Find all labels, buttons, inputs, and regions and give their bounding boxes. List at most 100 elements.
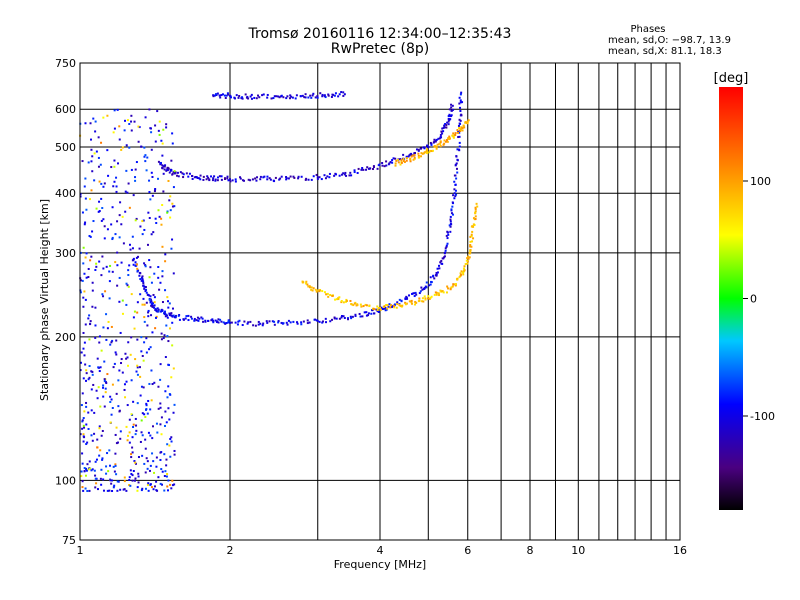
data-point [94,460,97,463]
data-point [108,449,111,452]
data-point [435,273,438,276]
data-point [443,251,446,254]
data-point [376,308,379,311]
data-point [385,304,388,307]
data-point [111,406,114,409]
data-point [103,182,106,185]
data-point [103,405,106,408]
data-point [437,137,440,140]
data-point [172,171,175,174]
data-point [450,103,453,106]
data-point [147,311,150,314]
data-point [323,94,326,97]
data-point [107,174,110,177]
data-point [118,214,121,217]
data-point [127,341,130,344]
data-point [157,177,160,180]
data-point [84,298,87,301]
data-point [402,160,405,163]
data-point [97,210,100,213]
data-point [307,178,310,181]
data-point [338,296,341,299]
data-point [160,338,163,341]
data-point [173,172,176,175]
data-point [170,312,173,315]
data-point [80,475,83,478]
data-point [138,366,141,369]
data-point [324,177,327,180]
data-point [334,92,337,95]
data-point [118,369,121,372]
data-point [405,302,408,305]
data-point [79,195,82,198]
data-point [90,189,93,192]
data-point [253,96,256,99]
data-point [379,306,381,309]
data-point [428,284,431,287]
data-point [171,479,174,482]
data-point [323,291,326,294]
data-point [444,247,447,250]
data-point [131,474,134,477]
data-point [239,176,242,179]
data-point [176,171,179,174]
data-point [448,113,451,116]
data-point [149,408,152,411]
data-point [466,262,469,265]
data-point [417,154,420,157]
data-point [111,383,114,386]
data-point [128,122,131,125]
data-point [167,300,170,303]
data-point [199,174,202,177]
data-point [261,94,264,97]
data-point [474,208,477,211]
data-point [94,477,97,480]
data-point [454,133,457,136]
data-point [111,238,114,241]
data-point [367,314,370,317]
data-point [106,327,109,330]
data-point [224,96,227,99]
data-point [102,489,105,492]
data-point [132,400,135,403]
data-point [414,300,417,303]
data-point [116,441,119,444]
data-point [81,452,84,455]
data-point [216,92,219,95]
data-point [149,301,152,304]
data-point [417,149,420,152]
y-tick-label: 200 [55,331,76,344]
data-point [113,470,116,473]
data-point [377,306,380,309]
data-point [85,405,88,408]
data-point [134,168,137,171]
data-point [190,317,193,320]
data-point [458,122,461,125]
data-point [106,149,109,152]
data-point [218,175,221,178]
data-point [229,96,232,99]
data-point [91,370,94,373]
data-point [326,292,329,295]
data-point [144,415,147,418]
data-point [112,185,115,188]
data-point [146,484,149,487]
data-point [451,285,454,288]
data-point [459,272,462,275]
data-point [372,168,375,171]
x-tick-label: 2 [227,544,234,557]
data-point [161,470,164,473]
data-point [177,314,180,317]
data-point [234,321,237,324]
data-point [327,295,330,298]
data-point [120,223,123,226]
data-point [144,290,147,293]
data-point [166,396,169,399]
data-point [167,385,170,388]
data-point [289,94,292,97]
data-point [115,190,118,193]
data-point [425,281,428,284]
data-point [321,290,324,293]
data-point [104,387,107,390]
data-point [142,359,145,362]
